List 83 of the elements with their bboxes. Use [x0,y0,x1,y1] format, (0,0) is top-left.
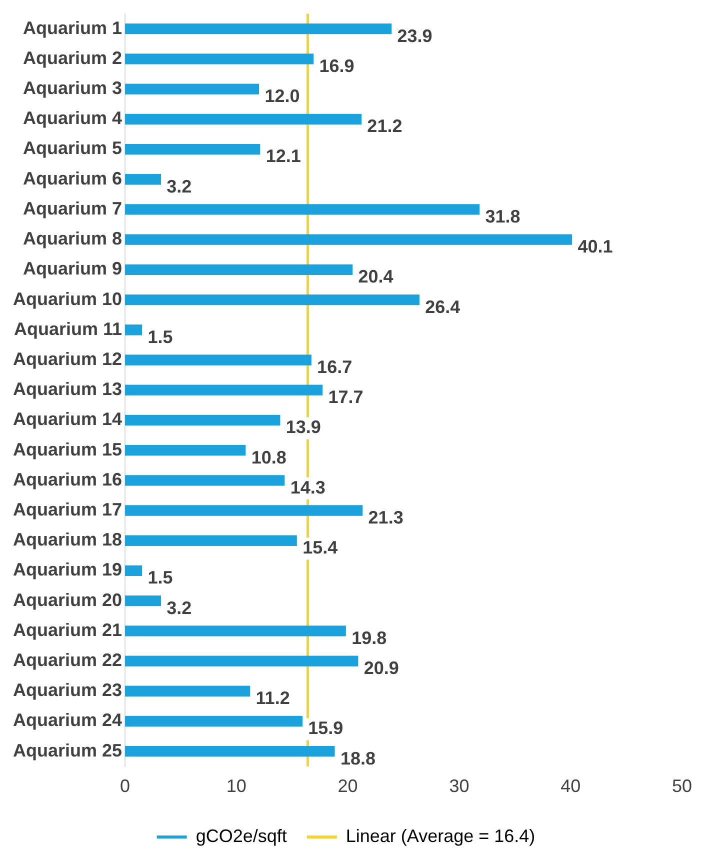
bar [125,656,358,666]
text: 21.2 [367,116,402,136]
bar [125,565,142,576]
x-tick-label: 10 [226,776,246,796]
text: 18.8 [340,748,376,768]
text: 23.9 [397,26,432,46]
bar [125,24,392,34]
legend-label: gCO2e/sqft [196,826,287,846]
bar [125,354,312,366]
y-tick-label: Aquarium 25 [12,740,122,760]
bar [125,596,162,606]
bar [125,535,297,546]
bar [125,626,346,636]
y-tick-label: Aquarium 14 [12,409,122,430]
bar [125,174,162,185]
x-tick-label: 40 [560,776,581,796]
text: 12.1 [266,146,301,166]
text: 3.2 [166,598,192,618]
y-tick-label: Aquarium 16 [12,469,122,490]
y-tick-label: Aquarium 8 [22,228,122,249]
x-tick-label: 0 [120,776,130,796]
text: 10.8 [251,447,286,468]
bar [125,294,420,306]
y-tick-label: Aquarium 20 [12,590,122,610]
text: 16.7 [317,356,352,377]
text: 21.3 [368,507,404,528]
y-tick-label: Aquarium 10 [12,288,122,309]
y-tick-label: Aquarium 3 [22,78,122,98]
y-tick-label: Aquarium 13 [12,379,122,400]
bar [125,54,314,64]
y-tick-label: Aquarium 11 [14,318,122,339]
text: 1.5 [148,326,173,347]
y-tick-label: Aquarium 4 [22,108,122,128]
y-tick-label: Aquarium 15 [12,439,122,460]
bar [125,264,353,276]
bar [125,475,285,486]
legend-label: Linear (Average = 16.4) [346,826,536,846]
x-tick-label: 50 [672,776,692,796]
text: 16.9 [319,56,354,76]
x-tick-label: 30 [449,776,470,796]
text: 3.2 [166,176,192,196]
text: 1.5 [148,568,173,588]
y-tick-label: Aquarium 24 [12,710,122,730]
y-tick-label: Aquarium 5 [22,138,122,158]
bar [125,384,323,396]
y-tick-label: Aquarium 22 [12,650,122,670]
text: 19.8 [352,628,387,648]
bar [125,144,260,155]
bar [125,746,335,757]
text: 20.9 [364,658,399,678]
y-tick-label: Aquarium 12 [12,348,122,369]
text: 31.8 [485,206,520,226]
y-tick-label: Aquarium 1 [22,18,122,38]
y-tick-label: Aquarium 7 [22,198,122,218]
bar [125,505,363,516]
text: 13.9 [286,417,321,438]
bar [125,324,142,336]
text: 40.1 [578,236,613,257]
bar [125,84,260,94]
text: 14.3 [290,477,326,498]
text: 26.4 [425,296,460,317]
y-tick-label: Aquarium 18 [12,530,122,550]
bar [125,114,362,124]
x-tick-label: 20 [338,776,358,796]
text: 12.0 [264,86,300,106]
y-tick-label: Aquarium 2 [22,48,122,68]
text: 15.4 [302,538,338,558]
y-tick-label: Aquarium 21 [12,620,122,640]
text: 17.7 [328,387,364,408]
y-tick-label: Aquarium 17 [12,499,122,520]
y-tick-label: Aquarium 23 [12,680,122,700]
text: 11.2 [256,688,290,708]
y-tick-label: Aquarium 19 [12,560,122,580]
bar [125,414,280,426]
y-tick-label: Aquarium 9 [22,258,122,279]
bar [125,444,246,456]
text: 15.9 [308,718,344,738]
bar [125,716,302,727]
bar [125,686,250,696]
text: 20.4 [358,266,394,287]
y-tick-label: Aquarium 6 [22,168,122,188]
bar [125,234,572,245]
bar [125,204,480,215]
